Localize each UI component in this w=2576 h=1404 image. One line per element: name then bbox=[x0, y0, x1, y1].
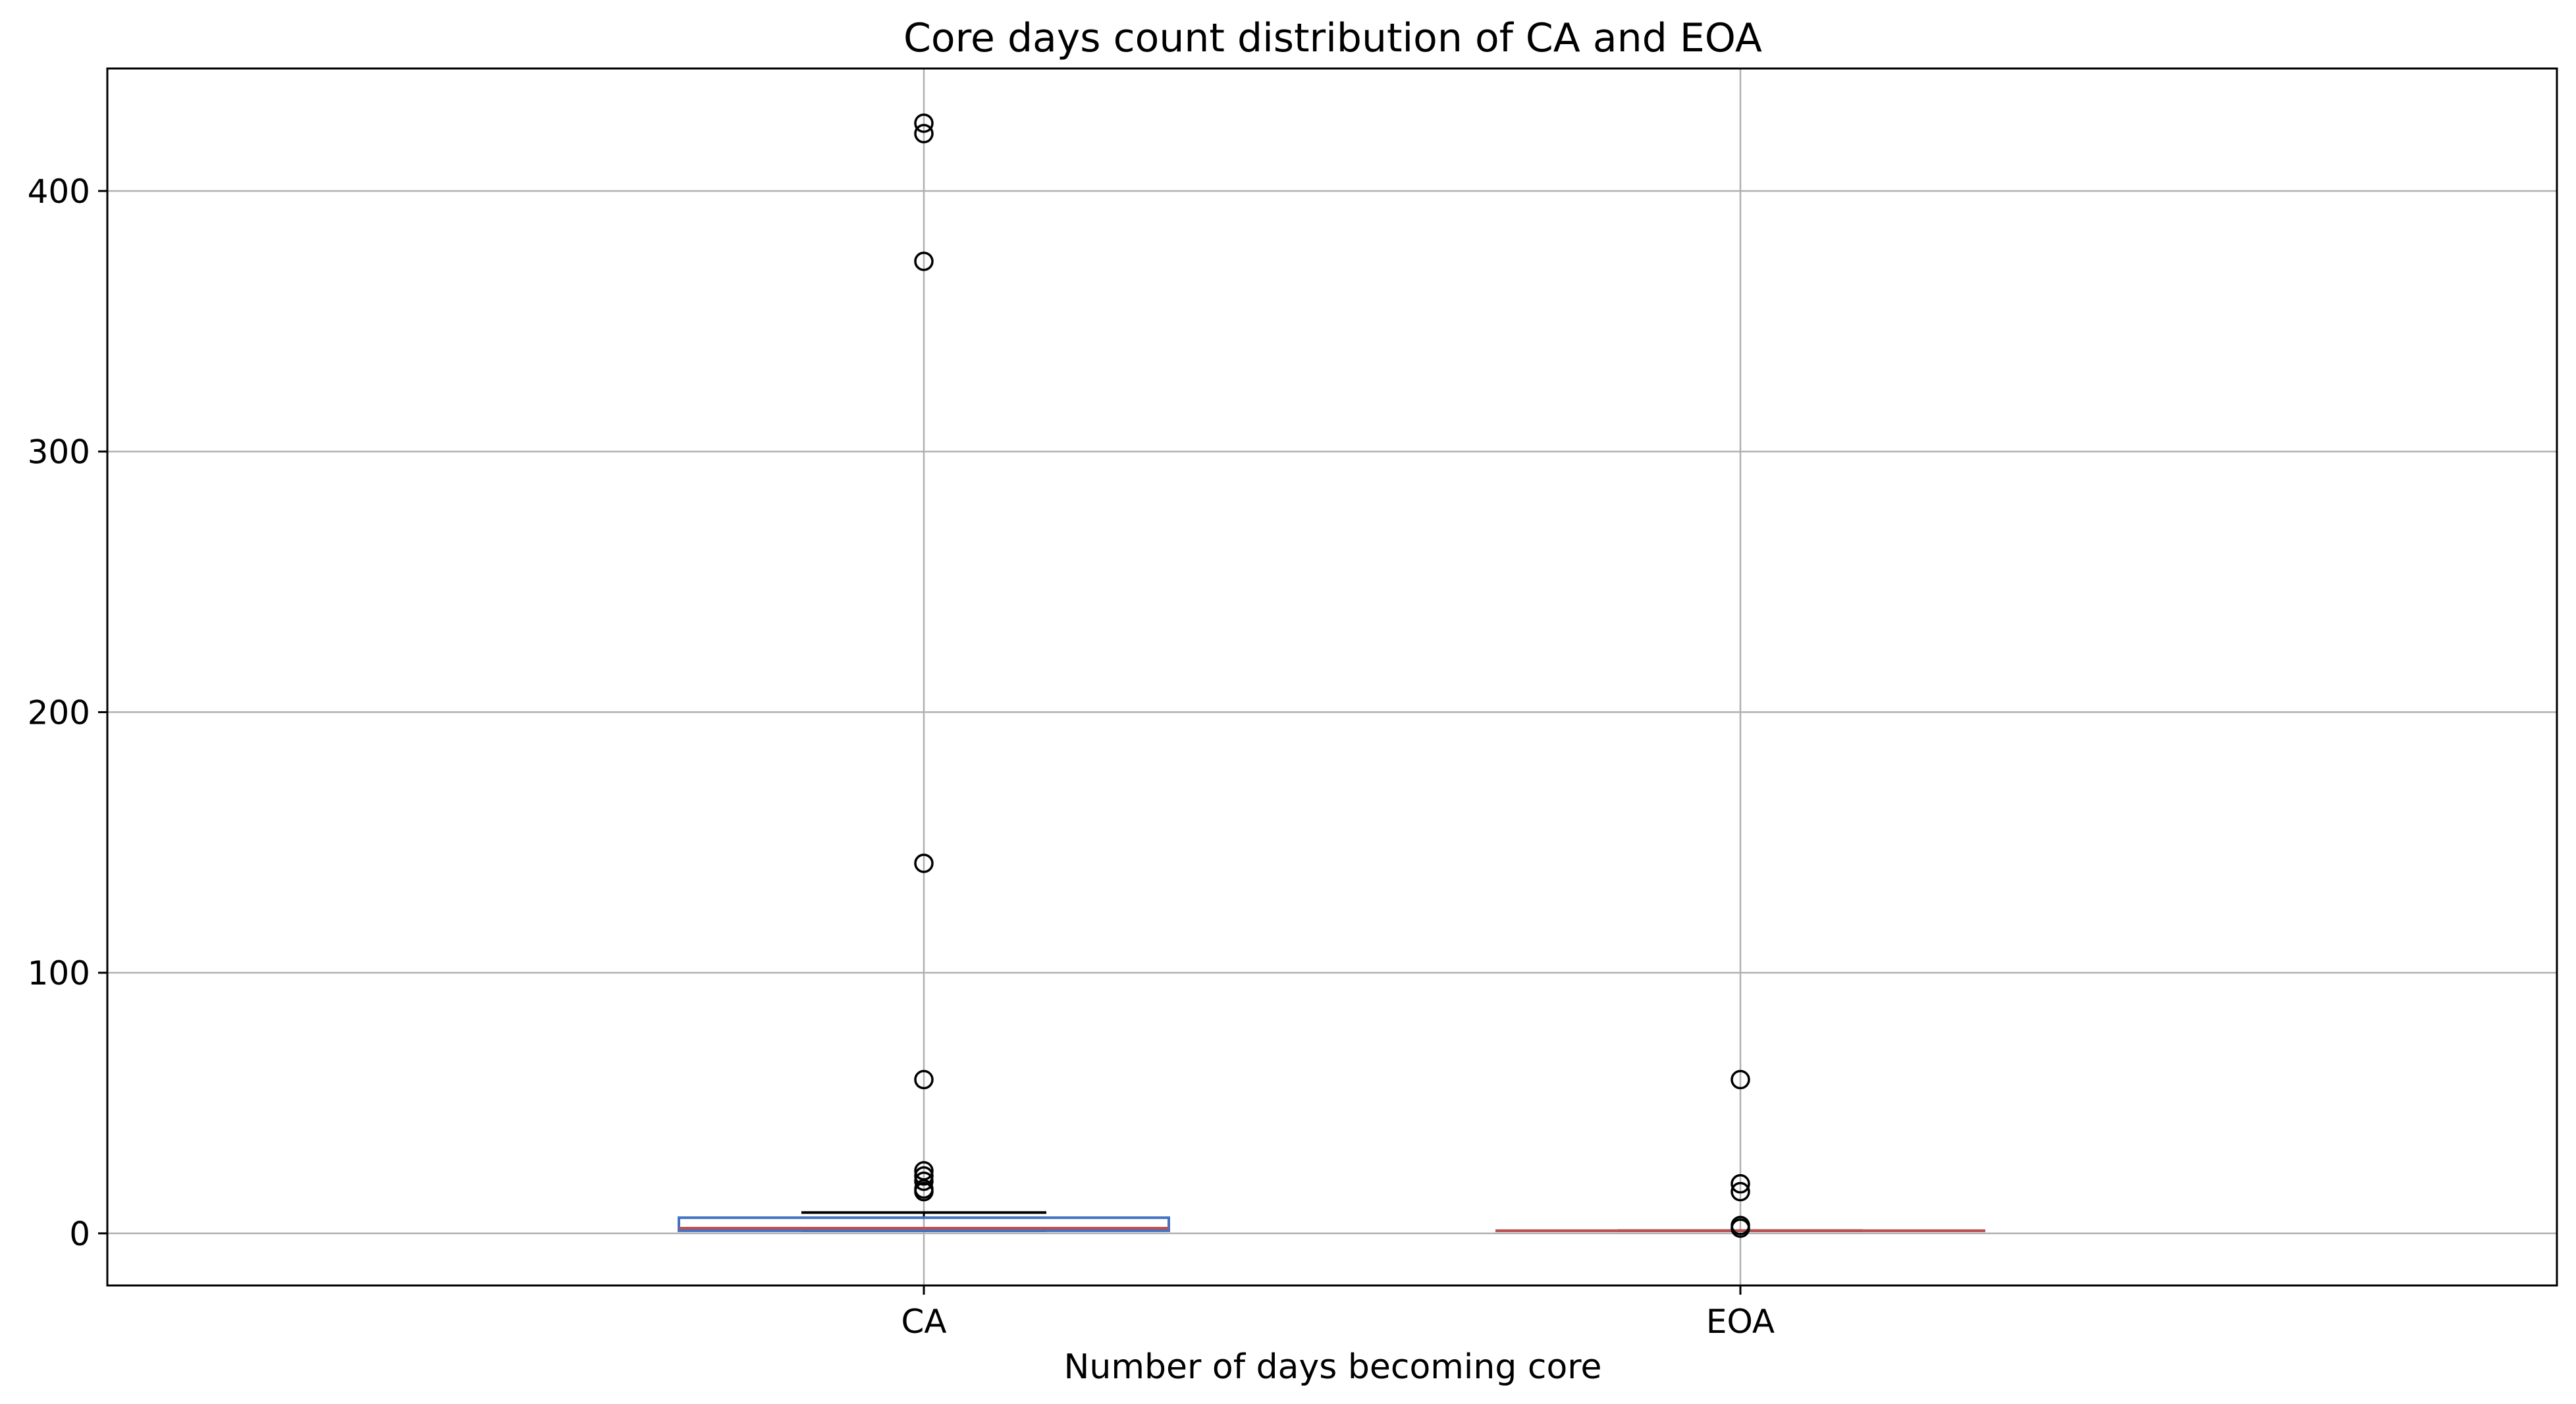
x-tick-label: CA bbox=[901, 1303, 946, 1341]
outlier-point bbox=[914, 1166, 934, 1186]
outlier-layer bbox=[914, 113, 1750, 1238]
box-group-ca bbox=[678, 1211, 1170, 1232]
outlier-point bbox=[914, 1069, 934, 1090]
y-tick-label: 400 bbox=[28, 173, 90, 211]
grid-layer bbox=[107, 68, 2557, 1285]
outlier-point bbox=[914, 853, 934, 873]
outlier-point bbox=[1731, 1069, 1750, 1090]
y-tick-label: 300 bbox=[28, 433, 90, 472]
tick-layer: 0 100 200 300 400 CA EOA bbox=[28, 173, 1775, 1341]
y-tick-label: 100 bbox=[28, 954, 90, 992]
chart-title: Core days count distribution of CA and E… bbox=[903, 15, 1762, 61]
x-axis-label: Number of days becoming core bbox=[1064, 1347, 1602, 1387]
outlier-point bbox=[1731, 1181, 1750, 1202]
y-tick-label: 200 bbox=[28, 693, 90, 732]
outlier-point bbox=[1731, 1216, 1750, 1235]
outlier-point bbox=[1731, 1174, 1750, 1194]
x-tick-label: EOA bbox=[1706, 1303, 1775, 1341]
box-iqr bbox=[678, 1216, 1170, 1232]
outlier-point bbox=[914, 252, 934, 271]
outlier-point bbox=[914, 1171, 934, 1191]
outlier-point bbox=[914, 1161, 934, 1181]
outlier-point bbox=[914, 113, 934, 133]
plot-frame bbox=[106, 67, 2558, 1287]
outlier-point bbox=[914, 124, 934, 144]
y-tick-label: 0 bbox=[69, 1215, 90, 1253]
box-layer bbox=[678, 1211, 1985, 1232]
